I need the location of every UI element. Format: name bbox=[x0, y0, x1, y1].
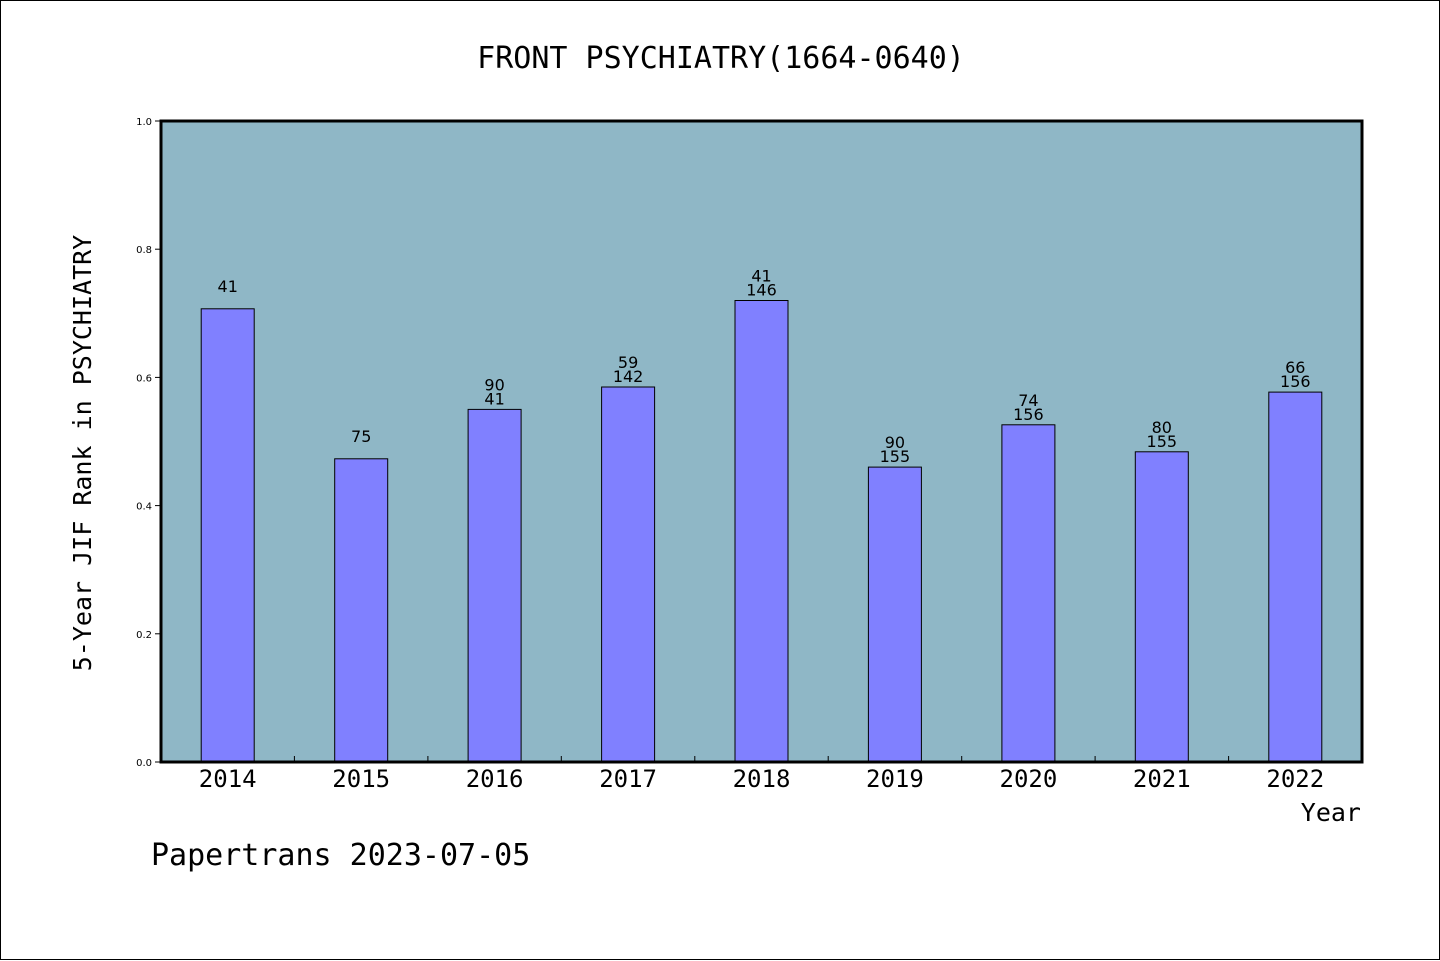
x-axis-label: Year bbox=[1301, 798, 1361, 827]
bar-2022 bbox=[1268, 391, 1323, 763]
data-label-2019-2: 155 bbox=[880, 447, 911, 466]
data-label-2018-2: 146 bbox=[746, 281, 777, 300]
data-label-2014-1: 41 bbox=[218, 277, 238, 296]
chart-title: FRONT PSYCHIATRY(1664-0640) bbox=[477, 41, 965, 76]
x-tick-label-2018: 2018 bbox=[733, 765, 791, 793]
data-label-2016-1: 90 bbox=[484, 375, 504, 394]
x-tick-label-2015: 2015 bbox=[332, 765, 390, 793]
x-tick-label-2014: 2014 bbox=[199, 765, 257, 793]
data-label-2020-1: 74 bbox=[1018, 391, 1038, 410]
x-tick-label-2017: 2017 bbox=[599, 765, 657, 793]
bars-group bbox=[200, 300, 1323, 763]
y-axis-label: 5-Year JIF Rank in PSYCHIATRY bbox=[68, 235, 97, 672]
data-label-2019-1: 90 bbox=[885, 433, 905, 452]
data-label-2015-1: 75 bbox=[351, 427, 371, 446]
footer-text: Papertrans 2023-07-05 bbox=[151, 838, 530, 873]
bar-2019 bbox=[867, 466, 922, 763]
y-tick-label-0.4: 0.4 bbox=[136, 502, 152, 513]
x-tick-label-2016: 2016 bbox=[466, 765, 524, 793]
x-tick-label-2021: 2021 bbox=[1133, 765, 1191, 793]
x-tick-label-2020: 2020 bbox=[1000, 765, 1058, 793]
x-axis: 2014 2015 2016 2017 2018 2019 2020 2021 2022 bbox=[199, 756, 1324, 793]
y-tick-label-0.6: 0.6 bbox=[136, 373, 152, 384]
data-label-2017-2: 142 bbox=[613, 367, 644, 386]
bar-2021 bbox=[1134, 451, 1189, 763]
bar-2017 bbox=[601, 386, 656, 763]
data-label-2020-2: 156 bbox=[1013, 405, 1044, 424]
data-label-2016-2: 41 bbox=[484, 389, 504, 408]
y-axis: 0.0 0.2 0.4 0.6 0.8 1.0 bbox=[136, 117, 161, 769]
bar-2014 bbox=[200, 308, 255, 763]
x-tick-label-2022: 2022 bbox=[1266, 765, 1324, 793]
y-tick-label-1.0: 1.0 bbox=[136, 117, 152, 128]
bar-2016 bbox=[467, 408, 522, 763]
bar-2018 bbox=[734, 300, 789, 763]
x-tick-label-2019: 2019 bbox=[866, 765, 924, 793]
data-label-2017-1: 59 bbox=[618, 353, 638, 372]
y-tick-label-0.8: 0.8 bbox=[136, 245, 152, 256]
data-label-2022-1: 66 bbox=[1285, 358, 1305, 377]
data-label-2022-2: 156 bbox=[1280, 372, 1311, 391]
data-label-2021-1: 80 bbox=[1152, 418, 1172, 437]
bar-2015 bbox=[334, 458, 389, 763]
y-tick-label-0.0: 0.0 bbox=[136, 758, 152, 769]
data-label-2021-2: 155 bbox=[1147, 432, 1178, 451]
plot-border bbox=[159, 119, 1364, 764]
y-tick-label-0.2: 0.2 bbox=[136, 630, 152, 641]
data-label-2018-1: 41 bbox=[751, 267, 771, 286]
bar-2020 bbox=[1001, 424, 1056, 763]
